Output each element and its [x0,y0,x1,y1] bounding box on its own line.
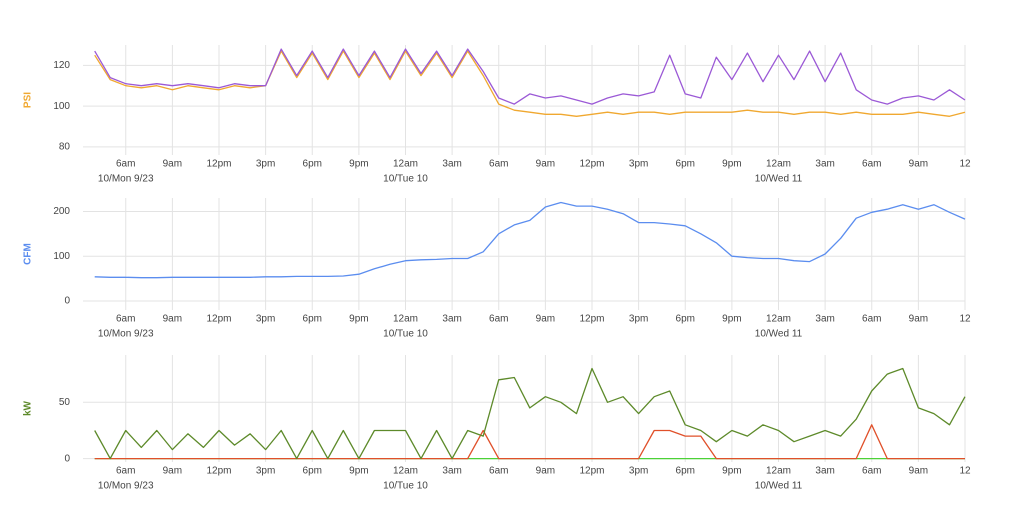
x-tick-label: 9pm [349,466,368,477]
y-tick-label: 200 [53,206,70,217]
x-tick-label: 6pm [676,159,695,170]
x-tick-label: 9am [163,314,182,325]
x-tick-label: 3am [442,466,461,477]
x-tick-label: 3pm [256,314,275,325]
x-tick-label: 6am [862,466,881,477]
y-tick-label: 50 [59,397,71,408]
date-label: 10/Tue 10 [383,174,428,185]
x-tick-label: 12pm [579,314,604,325]
panel: 6am 9am 12pm 3pm 6pm 9pm 12am 3am 6am 9am 12pm 3pm 6… [23,45,971,185]
x-tick-label: 9am [536,314,555,325]
x-tick-label: 9am [536,466,555,477]
series-line [94,48,966,105]
x-tick-label: 12 [959,314,971,325]
y-tick-label: 120 [53,60,70,71]
x-tick-label: 12 [959,466,971,477]
x-tick-label: 6am [862,159,881,170]
x-tick-label: 9am [909,314,928,325]
x-tick-label: 12am [766,159,791,170]
x-tick-label: 12am [766,466,791,477]
x-tick-label: 3pm [629,314,648,325]
y-tick-label: 80 [59,141,71,152]
x-tick-label: 12am [766,314,791,325]
x-tick-label: 6pm [303,314,322,325]
x-tick-label: 6am [116,466,135,477]
date-label: 10/Mon 9/23 [98,329,154,340]
date-label: 10/Wed 11 [755,481,803,492]
x-tick-label: 6pm [303,159,322,170]
x-tick-label: 6am [116,314,135,325]
x-tick-label: 12pm [579,466,604,477]
x-tick-label: 12pm [206,159,231,170]
date-label: 10/Wed 11 [755,329,803,340]
y-tick-label: 0 [64,296,70,307]
series-line [94,50,966,117]
x-tick-label: 12am [393,159,418,170]
date-label: 10/Mon 9/23 [98,481,154,492]
x-tick-label: 3am [442,314,461,325]
x-tick-label: 3am [815,159,834,170]
series-line [94,367,966,460]
date-label: 10/Tue 10 [383,481,428,492]
x-tick-label: 3pm [629,159,648,170]
y-tick-label: 100 [53,251,70,262]
x-tick-label: 6am [862,314,881,325]
x-tick-label: 12am [393,466,418,477]
x-tick-label: 3am [815,314,834,325]
x-tick-label: 3pm [629,466,648,477]
y-axis-label: kW [23,400,34,416]
y-tick-label: 100 [53,101,70,112]
x-tick-label: 3pm [256,159,275,170]
x-tick-label: 3pm [256,466,275,477]
x-tick-label: 9pm [722,159,741,170]
x-tick-label: 6pm [676,314,695,325]
x-tick-label: 12am [393,314,418,325]
x-tick-label: 3am [442,159,461,170]
x-tick-label: 9am [163,159,182,170]
x-tick-label: 6am [116,159,135,170]
date-label: 10/Wed 11 [755,174,803,185]
y-axis-label: CFM [23,243,34,265]
x-tick-label: 6am [489,466,508,477]
series-line [94,424,965,460]
x-tick-label: 9am [163,466,182,477]
x-tick-label: 9pm [349,159,368,170]
date-label: 10/Mon 9/23 [98,174,154,185]
x-tick-label: 6pm [676,466,695,477]
y-axis-label: PSI [23,92,34,108]
x-tick-label: 9am [909,159,928,170]
x-tick-label: 9pm [722,466,741,477]
x-tick-label: 3am [815,466,834,477]
x-tick-label: 12 [959,159,971,170]
x-tick-label: 9pm [349,314,368,325]
x-tick-label: 9am [536,159,555,170]
x-tick-label: 6am [489,314,508,325]
x-tick-label: 9pm [722,314,741,325]
x-tick-label: 12pm [206,466,231,477]
y-tick-label: 0 [64,453,70,464]
panel: 6am 9am 12pm 3pm 6pm 9pm 12am 3am 6am 9am 12pm 3pm 6… [23,198,971,340]
date-label: 10/Tue 10 [383,329,428,340]
series-line [94,201,966,279]
x-tick-label: 9am [909,466,928,477]
panel: 6am 9am 12pm 3pm 6pm 9pm 12am 3am 6am 9am 12pm 3pm 6… [23,355,971,492]
x-tick-label: 6am [489,159,508,170]
x-tick-label: 6pm [303,466,322,477]
x-tick-label: 12pm [579,159,604,170]
x-tick-label: 12pm [206,314,231,325]
